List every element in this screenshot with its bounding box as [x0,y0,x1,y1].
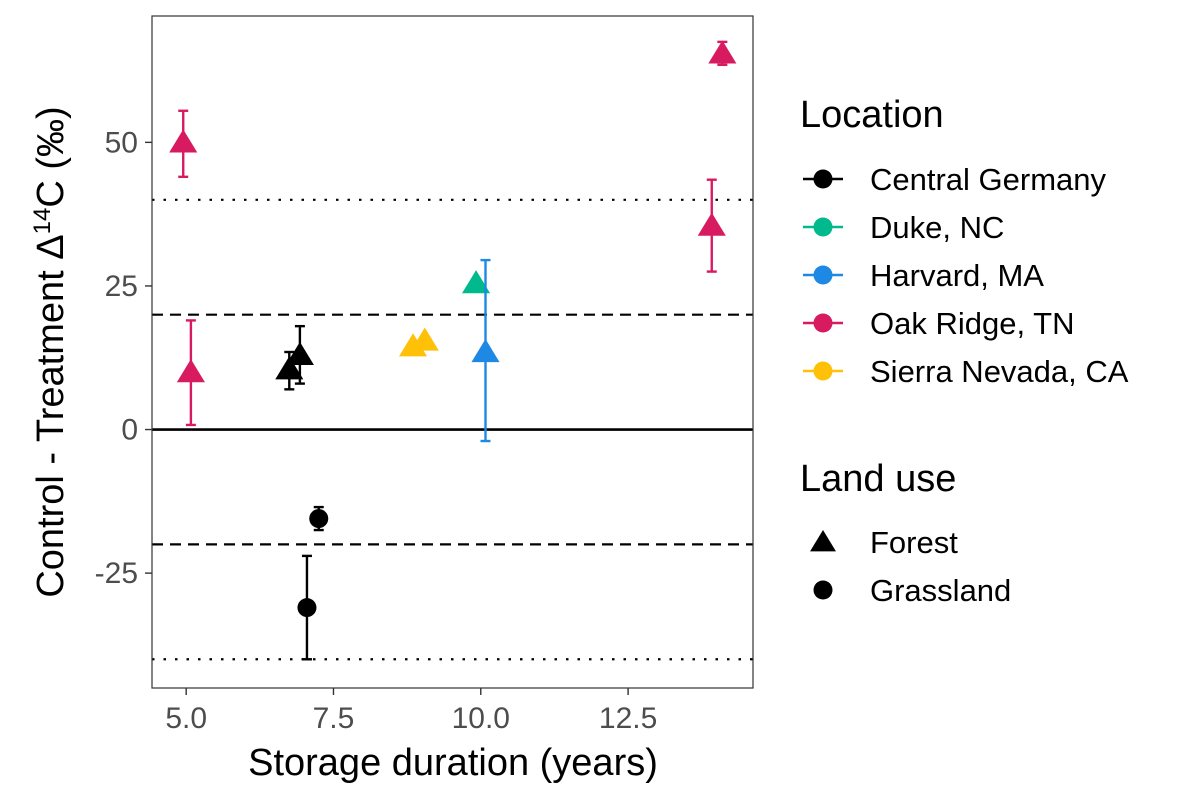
y-axis-title: Control - Treatment Δ14C (‰) [29,106,73,597]
point-marker-triangle [410,327,439,351]
y-axis-title-main: Control - Treatment Δ [30,234,72,597]
legend-item-label: Oak Ridge, TN [870,306,1074,341]
legend-item: Central Germany [803,162,1107,197]
data-point [708,40,737,67]
y-axis-title-superscript: 14 [29,208,56,235]
legend-item-label: Forest [870,525,958,560]
y-axis-title-tail: C (‰) [30,106,72,207]
reference-lines [152,198,753,661]
legend-key-circle [813,265,833,285]
point-marker-triangle [275,356,304,380]
data-point [176,319,205,427]
y-axis: 50 25 0 -25 [95,126,152,590]
legend-item: Grassland [813,573,1011,608]
legend-item: Forest [810,525,958,560]
point-marker-triangle [285,341,314,366]
data-point [697,178,726,273]
data-point [471,258,500,443]
legend-land-use: Land use Forest Grassland [800,458,1011,608]
legend-key-circle [813,313,833,333]
point-marker-triangle [708,40,737,64]
legend-item: Duke, NC [803,210,1004,245]
legend-item: Oak Ridge, TN [803,306,1074,341]
legend-key-circle [813,169,833,189]
legend-key-circle [813,217,833,237]
x-tick-label: 12.5 [599,702,657,735]
legend-key-circle [813,580,833,600]
data-point [410,327,439,351]
data-point [275,350,304,391]
x-axis: 5.0 7.5 10.0 12.5 [165,688,657,735]
x-tick-label: 5.0 [165,702,207,735]
legend-item-label: Central Germany [870,162,1107,197]
legend-land-use-title: Land use [800,458,956,500]
point-marker-triangle [471,339,500,363]
y-tick-label: -25 [95,557,138,590]
legend-item-label: Duke, NC [870,210,1004,245]
point-marker-triangle [462,270,491,294]
legend-key-triangle [810,530,836,552]
legend-location: Location Central Germany Duke, NC Harvard,… [800,94,1129,389]
legend-item: Sierra Nevada, CA [803,354,1129,389]
legend-location-title: Location [800,94,944,136]
legend-item-label: Grassland [870,573,1011,608]
data-point [309,505,329,532]
data-points [169,40,737,661]
data-point [462,270,491,294]
y-tick-label: 25 [105,270,138,303]
point-marker-circle [309,509,329,529]
point-marker-circle [297,598,317,618]
legend-item: Harvard, MA [803,258,1044,293]
data-point [297,554,317,661]
point-marker-triangle [697,212,726,236]
legend-item-label: Harvard, MA [870,258,1044,293]
plot-panel-border [151,15,754,689]
x-tick-label: 7.5 [313,702,355,735]
point-marker-triangle [176,359,205,383]
data-point [285,324,314,385]
legend-item-label: Sierra Nevada, CA [870,354,1129,389]
data-point [169,109,198,179]
x-tick-label: 10.0 [452,702,510,735]
y-tick-label: 50 [105,126,138,159]
legend-key-circle [813,361,833,381]
point-marker-triangle [169,129,198,153]
y-tick-label: 0 [121,414,138,447]
x-axis-title: Storage duration (years) [248,742,658,784]
